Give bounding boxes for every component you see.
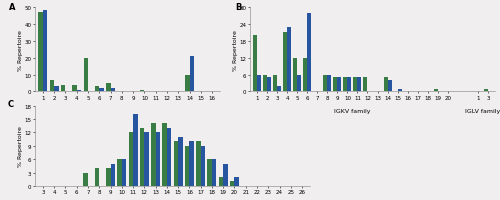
Bar	[212, 159, 216, 186]
Bar	[388, 81, 392, 92]
Bar	[106, 84, 110, 92]
Bar	[484, 89, 488, 92]
Bar	[253, 36, 257, 92]
Bar	[84, 58, 88, 92]
Bar	[110, 164, 115, 186]
Bar	[84, 173, 88, 186]
Bar	[277, 86, 281, 92]
Bar	[338, 78, 342, 92]
Bar	[196, 142, 200, 186]
Bar	[50, 80, 54, 92]
Y-axis label: % Repertoire: % Repertoire	[233, 30, 238, 70]
Bar	[223, 164, 228, 186]
Bar	[287, 28, 291, 92]
Bar	[364, 78, 368, 92]
Text: B: B	[236, 3, 242, 12]
Text: IGKV family: IGKV family	[334, 109, 370, 114]
Bar	[344, 78, 347, 92]
Bar	[167, 128, 172, 186]
Bar	[307, 14, 311, 92]
Bar	[273, 75, 277, 92]
Bar	[174, 142, 178, 186]
Bar	[434, 89, 438, 92]
Bar	[348, 78, 352, 92]
Bar	[178, 137, 182, 186]
Bar	[334, 78, 338, 92]
Bar	[208, 159, 212, 186]
Bar	[324, 75, 328, 92]
Y-axis label: % Repertoire: % Repertoire	[18, 30, 23, 70]
Y-axis label: % Repertoire: % Repertoire	[18, 126, 23, 166]
Bar	[398, 89, 402, 92]
Bar	[283, 33, 287, 92]
Bar	[257, 75, 261, 92]
Bar	[297, 75, 301, 92]
Bar	[354, 78, 358, 92]
Bar	[43, 11, 48, 92]
Bar	[384, 78, 388, 92]
Bar	[133, 115, 138, 186]
Bar	[190, 57, 194, 92]
Bar	[293, 58, 297, 92]
Bar	[151, 124, 156, 186]
Bar	[38, 13, 43, 92]
Bar	[140, 128, 144, 186]
Text: C: C	[8, 100, 14, 109]
Bar	[162, 124, 167, 186]
Bar	[110, 89, 115, 92]
Bar	[76, 90, 82, 92]
Bar	[328, 75, 332, 92]
Text: A: A	[9, 3, 16, 12]
Bar	[156, 133, 160, 186]
Bar	[100, 89, 104, 92]
Bar	[144, 133, 149, 186]
Bar	[267, 78, 271, 92]
Bar	[190, 142, 194, 186]
Bar	[118, 159, 122, 186]
Bar	[185, 75, 190, 92]
Bar	[94, 168, 99, 186]
Bar	[263, 75, 267, 92]
Bar	[185, 146, 190, 186]
Bar	[106, 168, 110, 186]
X-axis label: IGHV family: IGHV family	[109, 106, 146, 111]
Bar	[234, 177, 239, 186]
Bar	[200, 146, 205, 186]
Bar	[358, 78, 362, 92]
Bar	[122, 159, 126, 186]
Bar	[303, 58, 307, 92]
Bar	[230, 182, 234, 186]
Bar	[61, 85, 66, 92]
Bar	[72, 85, 76, 92]
Bar	[54, 87, 58, 92]
Text: IGLV family: IGLV family	[466, 109, 500, 114]
Bar	[128, 133, 133, 186]
Bar	[140, 90, 144, 92]
Bar	[95, 87, 100, 92]
Bar	[218, 177, 223, 186]
